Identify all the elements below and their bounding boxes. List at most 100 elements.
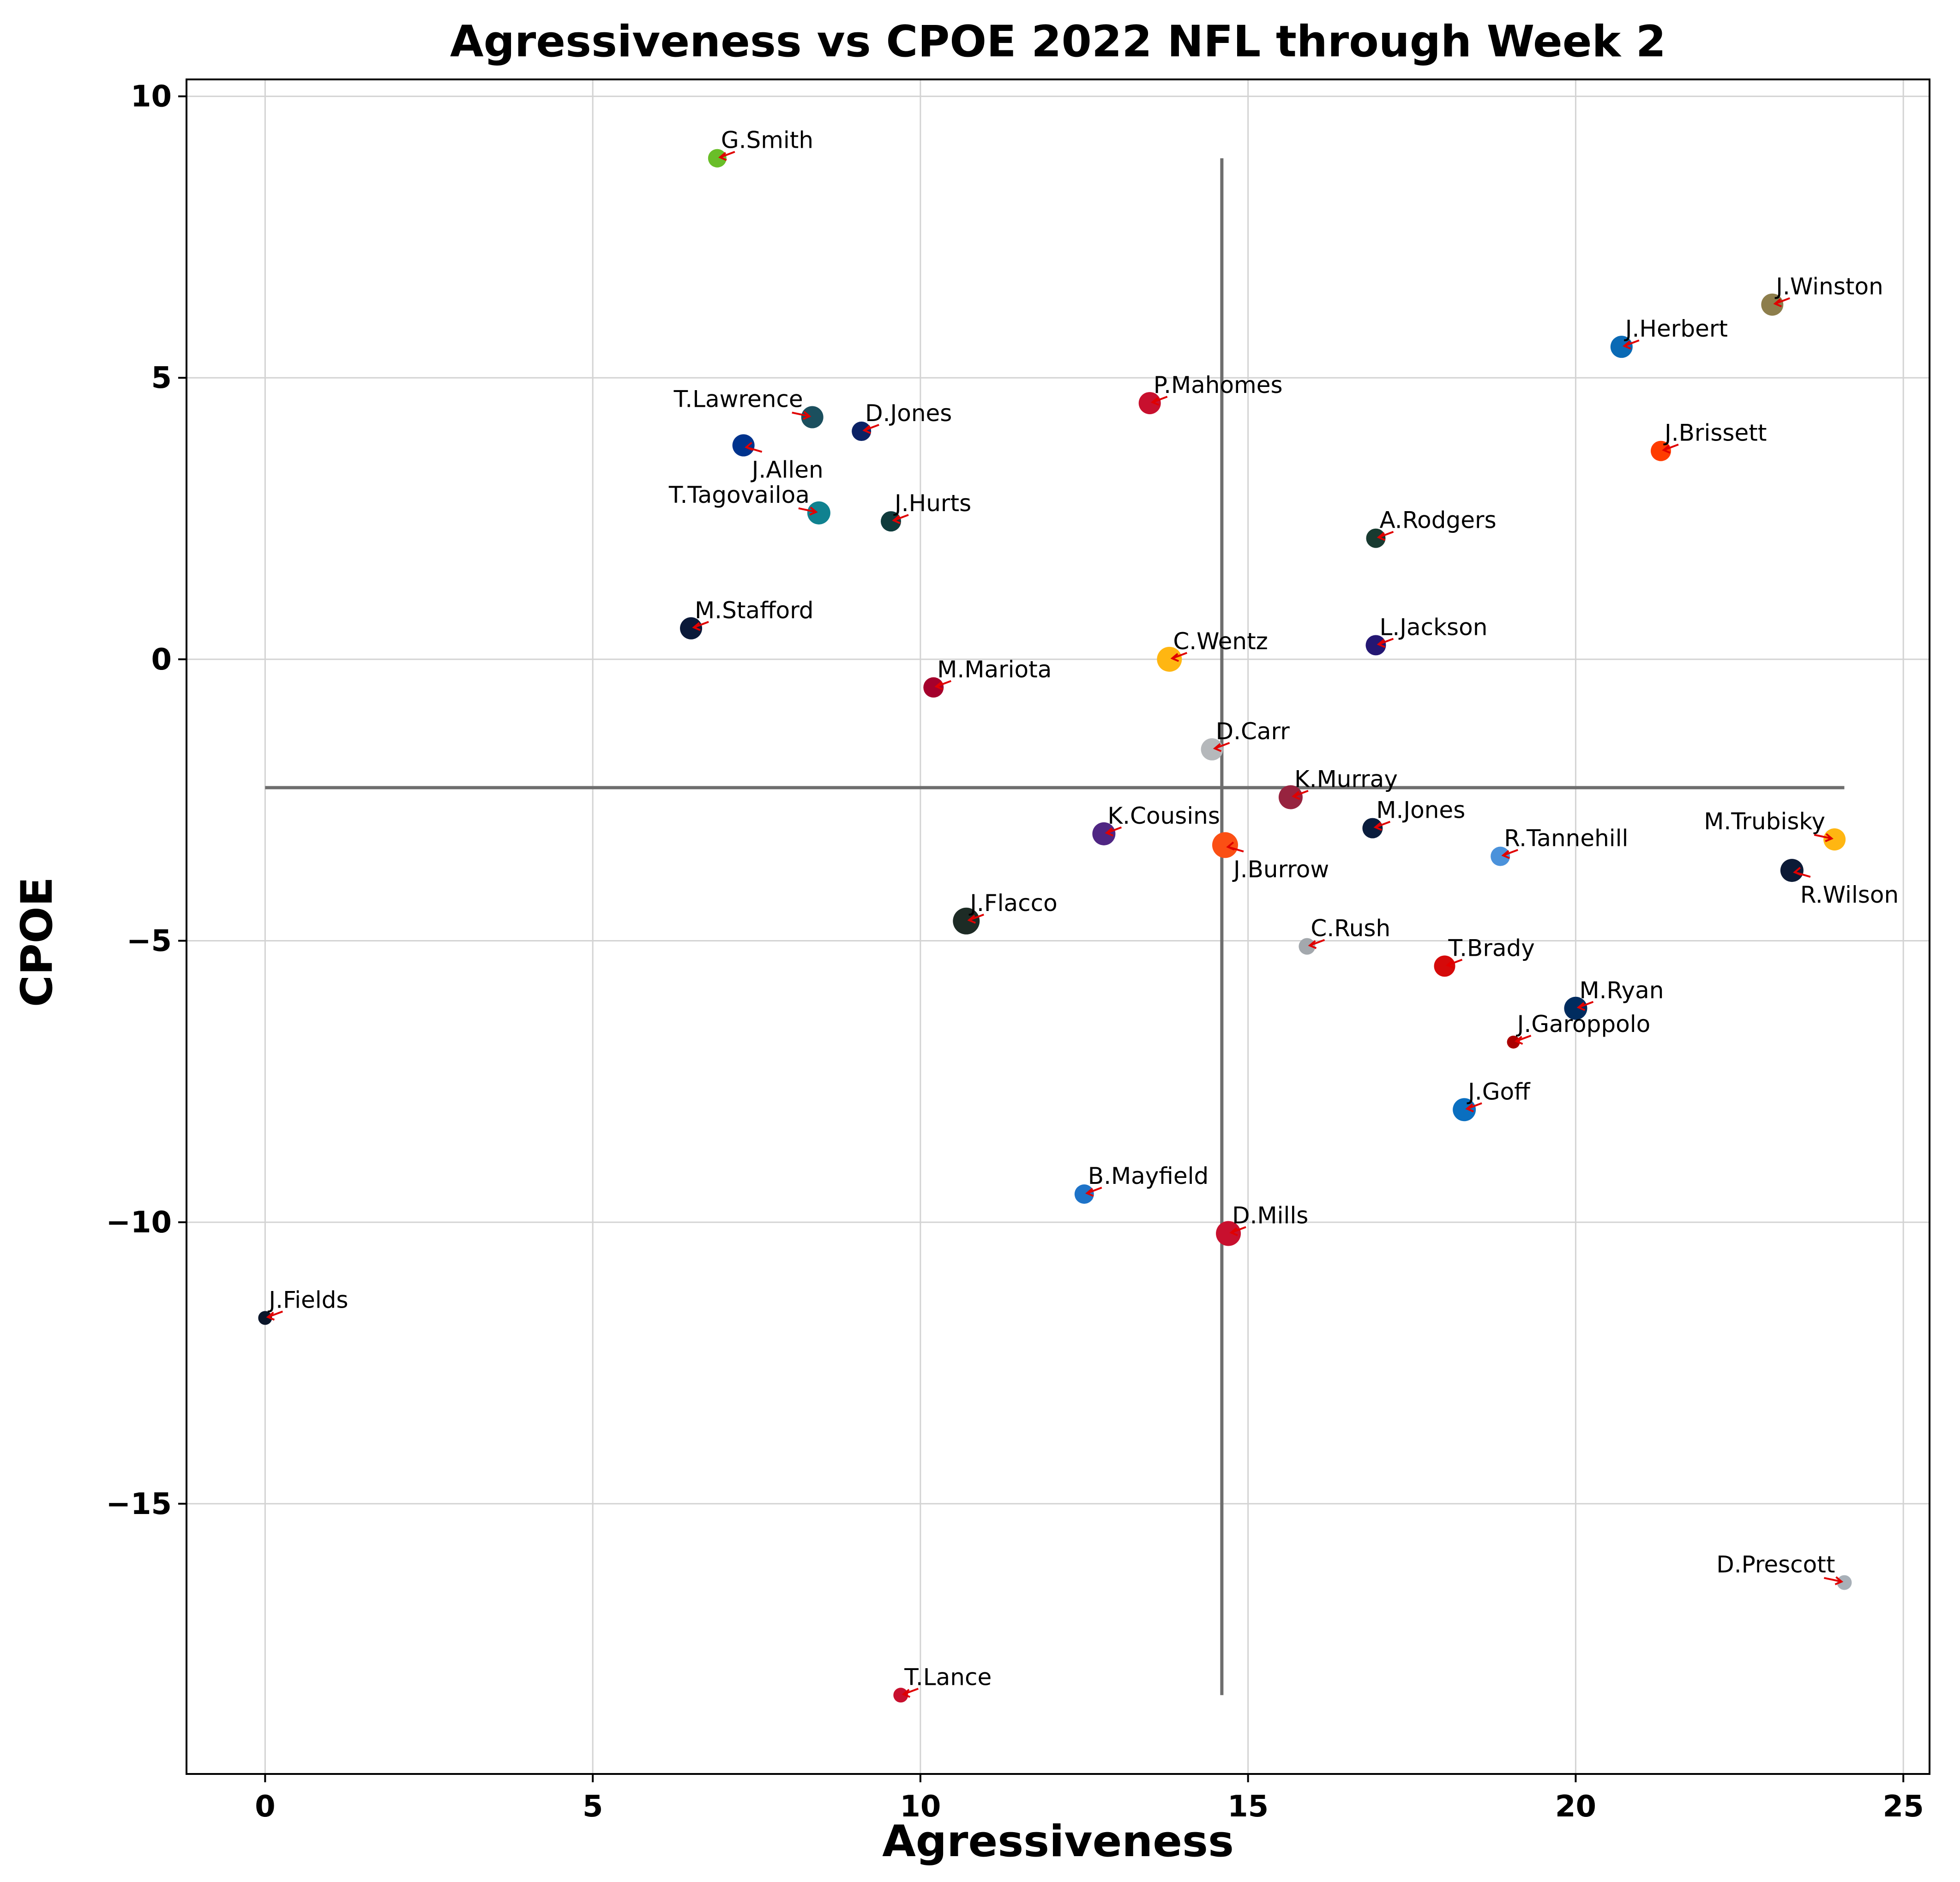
label-arrow-head (744, 441, 753, 451)
point-label: P.Mahomes (1154, 372, 1283, 398)
label-arrow-head (266, 1311, 275, 1321)
point-label: J.Goff (1467, 1078, 1531, 1105)
point-label: J.Winston (1774, 273, 1883, 300)
data-point (1780, 859, 1804, 882)
data-point (852, 422, 872, 441)
point-label: C.Wentz (1173, 628, 1268, 655)
point-label: M.Stafford (695, 597, 813, 624)
point-label: M.Jones (1376, 797, 1465, 824)
label-arrow-head (1465, 1103, 1474, 1113)
point-label: D.Jones (865, 400, 952, 427)
label-arrow-head (1373, 822, 1383, 831)
y-tick-label: −5 (126, 924, 172, 958)
data-point (680, 617, 703, 639)
grid (186, 79, 1930, 1774)
data-point (258, 1311, 272, 1325)
point-label: M.Ryan (1579, 977, 1664, 1004)
data-points (258, 149, 1852, 1703)
label-arrow-head (1308, 940, 1317, 949)
data-point (1434, 955, 1455, 977)
label-arrow-head (862, 425, 871, 434)
chart-title: Agressiveness vs CPOE 2022 NFL through W… (450, 17, 1666, 67)
x-tick-label: 15 (1227, 1790, 1269, 1824)
data-point (881, 511, 902, 532)
label-arrow (1824, 1577, 1842, 1583)
x-tick-label: 5 (583, 1790, 603, 1824)
data-point (1299, 938, 1316, 955)
point-label: G.Smith (721, 127, 813, 154)
data-point (1201, 738, 1223, 760)
label-arrow-head (692, 622, 701, 631)
label-arrow-head (718, 152, 727, 161)
point-label: J.Garoppolo (1516, 1011, 1651, 1038)
point-label: J.Burrow (1232, 856, 1329, 883)
point-label: J.Brissett (1663, 420, 1767, 446)
point-label: D.Prescott (1716, 1551, 1835, 1578)
x-tick-label: 25 (1883, 1790, 1924, 1824)
point-label: T.Tagovailoa (668, 482, 810, 508)
label-arrow-head (967, 915, 976, 924)
point-label: T.Lance (904, 1664, 992, 1690)
x-tick-label: 0 (255, 1790, 276, 1824)
data-point (1491, 846, 1510, 866)
point-label: T.Lawrence (673, 386, 803, 413)
y-tick-label: 0 (151, 643, 172, 677)
point-label: L.Jackson (1379, 614, 1487, 640)
point-label: M.Trubisky (1704, 808, 1825, 835)
label-arrow-head (1514, 1036, 1523, 1045)
y-tick-label: 5 (151, 361, 172, 395)
data-point (1138, 392, 1161, 415)
label-arrow-head (1377, 639, 1386, 648)
data-point (1610, 336, 1633, 358)
data-point (1212, 832, 1238, 858)
label-arrow-head (1377, 532, 1386, 541)
point-label: J.Hurts (893, 490, 971, 517)
data-point (1216, 1221, 1241, 1246)
point-label: R.Wilson (1800, 881, 1899, 908)
label-arrow-head (1773, 298, 1782, 308)
label-arrow-head (1662, 445, 1671, 454)
label-arrow-head (1834, 1576, 1844, 1586)
data-point (1365, 635, 1386, 656)
data-point (1564, 996, 1587, 1020)
data-point (1074, 1184, 1094, 1204)
label-arrow-head (1445, 959, 1455, 969)
point-label: J.Flacco (968, 890, 1058, 917)
data-point (1157, 646, 1182, 672)
data-point (1278, 785, 1303, 809)
label-arrow-head (802, 411, 812, 420)
label-arrow-head (1085, 1188, 1094, 1197)
label-arrow-head (892, 515, 901, 524)
x-axis-ticks: 0 5 10 15 20 25 (255, 1774, 1924, 1824)
x-axis-label: Agressiveness (882, 1816, 1234, 1867)
point-label: M.Mariota (937, 656, 1052, 683)
data-point (1507, 1035, 1520, 1049)
label-arrow-head (902, 1689, 911, 1698)
y-tick-label: −10 (106, 1206, 172, 1240)
label-arrow-head (1229, 1227, 1238, 1237)
label-arrow-head (934, 681, 944, 690)
label-arrow (798, 507, 817, 513)
data-point (1366, 528, 1386, 548)
label-arrow-head (1825, 833, 1834, 842)
data-point (893, 1688, 908, 1703)
y-tick-label: −15 (106, 1487, 172, 1521)
label-arrow-head (1292, 791, 1300, 800)
y-axis-label: CPOE (12, 877, 62, 1007)
data-point (1650, 440, 1671, 461)
data-point (732, 434, 755, 457)
label-arrow-head (1501, 850, 1510, 859)
data-point (1092, 822, 1116, 845)
data-point (1453, 1098, 1476, 1122)
data-point (953, 907, 980, 935)
label-arrow-head (1105, 827, 1114, 837)
point-label: K.Murray (1294, 766, 1398, 793)
point-labels: G.Smith J.Winston J.Herbert P.Mahomes T.Lawr… (266, 127, 1899, 1698)
label-arrow-head (1226, 841, 1235, 851)
point-label: R.Tannehill (1504, 825, 1628, 852)
point-label: K.Cousins (1107, 802, 1220, 829)
point-label: D.Mills (1232, 1202, 1308, 1229)
label-arrow-head (1213, 743, 1222, 752)
label-arrow (792, 411, 810, 417)
